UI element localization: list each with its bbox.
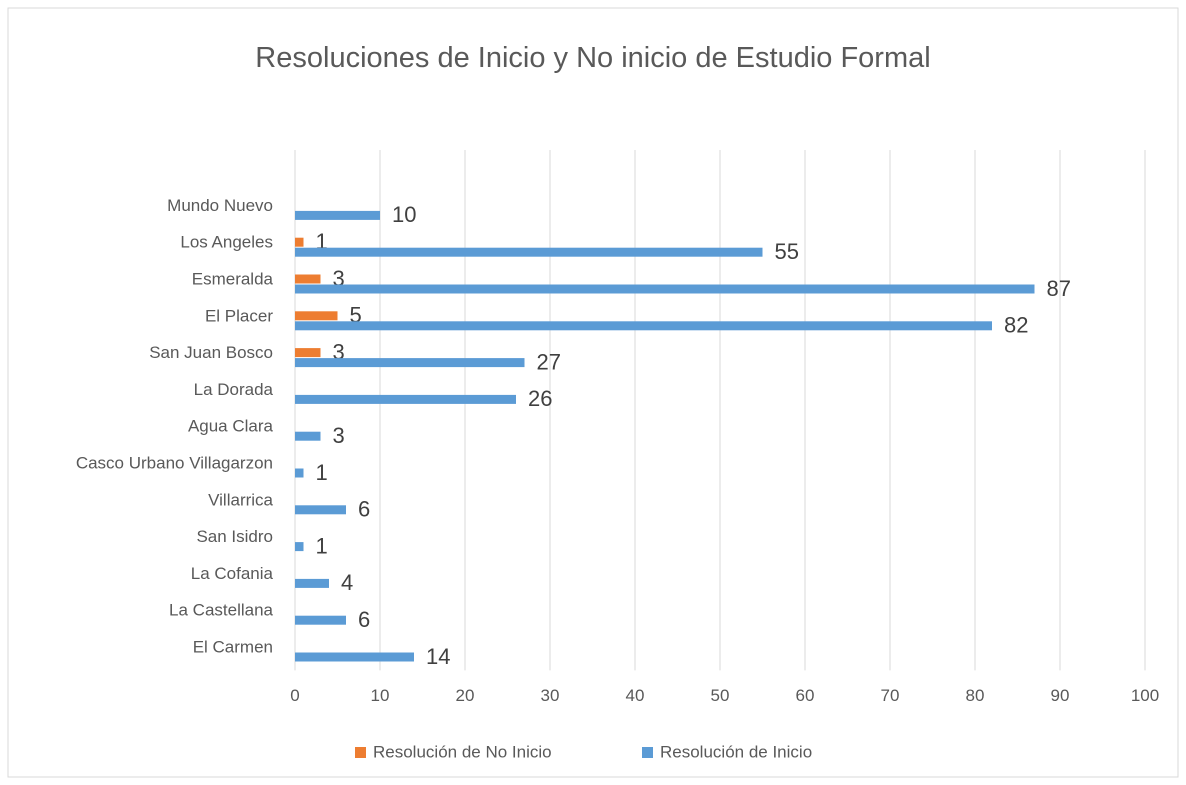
data-label: 6	[358, 607, 370, 632]
x-tick-label: 30	[541, 686, 560, 705]
x-tick-label: 20	[456, 686, 475, 705]
bar	[295, 210, 380, 220]
y-tick-label: Casco Urbano Villagarzon	[76, 453, 273, 472]
x-tick-label: 90	[1051, 686, 1070, 705]
data-label: 26	[528, 386, 552, 411]
bar	[295, 237, 304, 247]
bar	[295, 274, 321, 284]
x-tick-label: 70	[881, 686, 900, 705]
bar	[295, 284, 1035, 294]
bar	[295, 468, 304, 478]
x-tick-label: 100	[1131, 686, 1159, 705]
y-tick-label: Esmeralda	[192, 269, 274, 288]
data-label: 3	[333, 423, 345, 448]
chart-border	[7, 7, 1179, 778]
legend-swatch	[355, 747, 366, 758]
y-tick-label: Los Angeles	[180, 233, 273, 252]
bar	[295, 358, 525, 368]
data-label: 82	[1004, 313, 1028, 338]
bar	[295, 321, 992, 331]
y-tick-label: San Juan Bosco	[149, 343, 273, 362]
data-label: 10	[392, 202, 416, 227]
x-tick-label: 80	[966, 686, 985, 705]
x-tick-label: 40	[626, 686, 645, 705]
bar	[295, 348, 321, 358]
legend-label: Resolución de No Inicio	[373, 742, 552, 761]
data-label: 55	[775, 239, 799, 264]
chart-title: Resoluciones de Inicio y No inicio de Es…	[255, 42, 931, 74]
y-tick-label: La Cofania	[191, 564, 274, 583]
data-label: 1	[316, 533, 328, 558]
bar	[295, 542, 304, 552]
x-tick-label: 0	[290, 686, 299, 705]
y-tick-label: Villarrica	[208, 490, 273, 509]
data-label: 87	[1047, 276, 1071, 301]
x-tick-label: 10	[371, 686, 390, 705]
bar	[295, 615, 346, 625]
y-tick-label: El Placer	[205, 306, 273, 325]
x-tick-label: 60	[796, 686, 815, 705]
bar	[295, 505, 346, 515]
bar	[295, 247, 763, 257]
data-label: 27	[537, 349, 561, 374]
x-tick-label: 50	[711, 686, 730, 705]
data-label: 1	[316, 460, 328, 485]
y-tick-label: El Carmen	[193, 637, 273, 656]
data-label: 6	[358, 497, 370, 522]
bar	[295, 431, 321, 441]
bar	[295, 394, 516, 404]
y-tick-label: La Dorada	[194, 380, 274, 399]
bar	[295, 311, 338, 321]
legend-swatch	[642, 747, 653, 758]
y-tick-label: La Castellana	[169, 601, 274, 620]
y-tick-label: San Isidro	[196, 527, 273, 546]
y-tick-label: Mundo Nuevo	[167, 196, 273, 215]
y-tick-label: Agua Clara	[188, 417, 274, 436]
legend-label: Resolución de Inicio	[660, 742, 812, 761]
data-label: 14	[426, 644, 450, 669]
bar	[295, 578, 329, 588]
data-label: 4	[341, 570, 353, 595]
bar	[295, 652, 414, 662]
